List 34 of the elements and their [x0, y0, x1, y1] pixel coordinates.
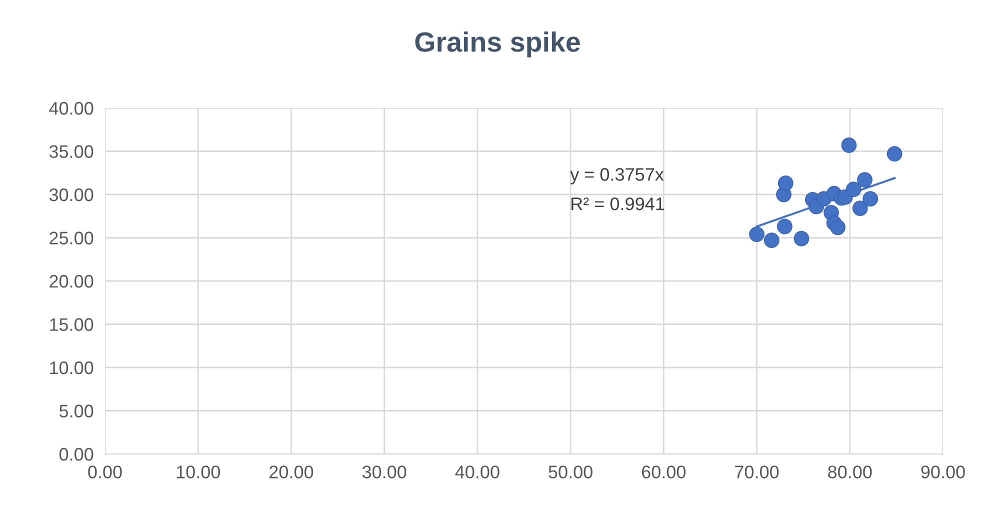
chart-title: Grains spike	[415, 31, 580, 58]
annotation: y = 0.3757x	[570, 168, 664, 184]
y-tick-label: 10.00	[50, 361, 94, 374]
point	[749, 226, 764, 242]
annotation: R² = 0.9941	[572, 197, 664, 210]
x-tick-label: 90.00	[921, 466, 965, 478]
point	[830, 220, 846, 236]
y-tick-label: 5.00	[59, 404, 94, 418]
point	[794, 230, 810, 246]
y-tick-label: 0.00	[59, 448, 94, 461]
point	[778, 176, 794, 191]
x-tick-label: 70.00	[735, 466, 779, 478]
y-tick-label: 30.00	[49, 188, 94, 202]
point	[777, 218, 792, 234]
point	[886, 146, 902, 162]
y-tick-label: 20.00	[50, 274, 94, 288]
point	[852, 200, 868, 216]
point	[841, 137, 857, 153]
x-tick-label: 20.00	[270, 466, 314, 478]
x-tick-label: 10.00	[176, 466, 220, 478]
x-tick-label: 50.00	[548, 466, 592, 478]
point	[764, 232, 780, 248]
x-tick-label: 30.00	[362, 466, 406, 478]
y-tick-label: 35.00	[49, 145, 94, 158]
point	[862, 191, 878, 207]
y-tick-label: 15.00	[50, 318, 94, 331]
point	[846, 182, 862, 198]
point	[857, 172, 872, 188]
x-tick-label: 80.00	[828, 466, 872, 478]
x-tick-label: 0.00	[88, 466, 122, 478]
y-tick-label: 25.00	[50, 232, 94, 244]
x-tick-label: 40.00	[455, 466, 500, 478]
x-tick-label: 60.00	[642, 466, 686, 478]
y-tick-label: 40.00	[49, 102, 94, 115]
